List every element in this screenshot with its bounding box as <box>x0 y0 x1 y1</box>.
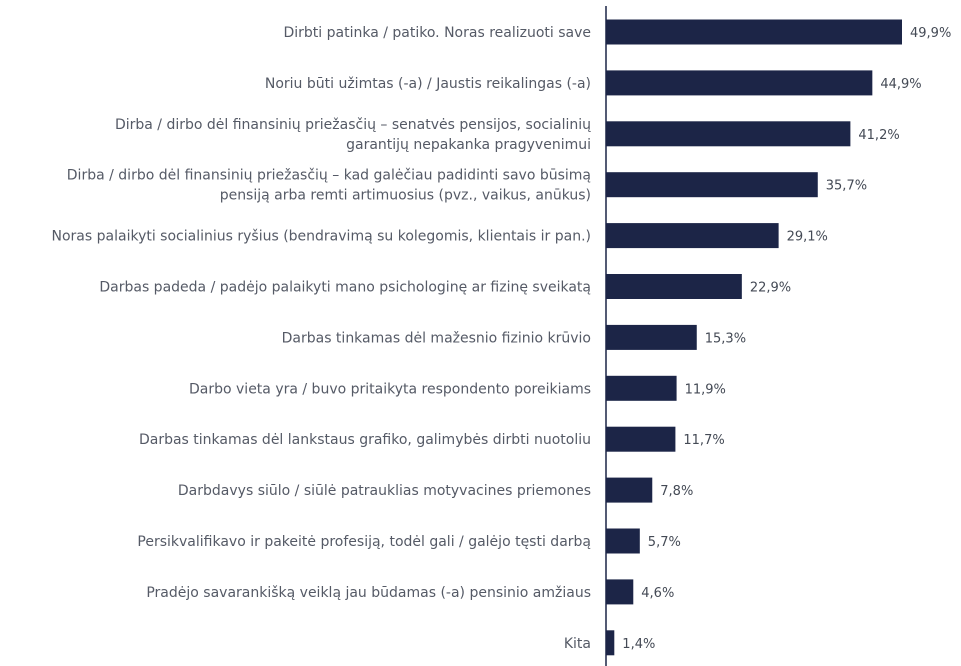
category-label-10: Darbdavys siūlo / siūlė patrauklias moty… <box>178 483 591 499</box>
bar-2 <box>606 70 873 96</box>
category-label-3-line-1: Dirba / dirbo dėl finansinių priežasčių … <box>115 117 591 133</box>
bar-9 <box>606 426 676 452</box>
bar-10 <box>606 477 653 503</box>
bar-12 <box>606 579 634 605</box>
category-label-11: Persikvalifikavo ir pakeitė profesiją, t… <box>137 534 591 550</box>
category-label-8: Darbo vieta yra / buvo pritaikyta respon… <box>189 381 591 397</box>
category-labels: Dirbti patinka / patiko. Noras realizuot… <box>52 25 592 652</box>
value-labels: 49,9% 44,9% 41,2% 35,7% 29,1% 22,9% 15,3% 11,9%… <box>622 26 951 652</box>
category-label-12: Pradėjo savarankišką veiklą jau būdamas … <box>146 585 591 601</box>
value-label-11: 5,7% <box>648 535 681 550</box>
category-label-6: Darbas padeda / padėjo palaikyti mano ps… <box>99 280 591 296</box>
category-label-4-line-1: Dirba / dirbo dėl finansinių priežasčių … <box>67 168 591 184</box>
category-label-9: Darbas tinkamas dėl lankstaus grafiko, g… <box>139 432 591 448</box>
category-label-4-line-2: pensiją arba remti artimuosius (pvz., va… <box>220 188 591 204</box>
category-label-5: Noras palaikyti socialinius ryšius (bend… <box>52 229 591 245</box>
bars <box>606 19 902 656</box>
value-label-1: 49,9% <box>910 26 951 41</box>
bar-11 <box>606 528 640 554</box>
bar-6 <box>606 274 742 299</box>
bar-4 <box>606 172 818 198</box>
bar-5 <box>606 223 779 249</box>
category-label-1: Dirbti patinka / patiko. Noras realizuot… <box>283 25 591 41</box>
value-label-8: 11,9% <box>685 382 726 397</box>
value-label-7: 15,3% <box>705 331 746 346</box>
value-label-2: 44,9% <box>880 77 921 92</box>
value-label-4: 35,7% <box>826 179 867 194</box>
value-label-6: 22,9% <box>750 281 791 296</box>
bar-8 <box>606 375 677 401</box>
value-label-5: 29,1% <box>787 230 828 245</box>
value-label-3: 41,2% <box>858 128 899 143</box>
value-label-10: 7,8% <box>660 484 693 499</box>
value-label-13: 1,4% <box>622 637 655 652</box>
category-label-7: Darbas tinkamas dėl mažesnio fizinio krū… <box>282 330 591 346</box>
value-label-9: 11,7% <box>683 433 724 448</box>
category-label-2: Noriu būti užimtas (-a) / Jaustis reikal… <box>265 76 591 92</box>
bar-1 <box>606 19 902 45</box>
category-label-3-line-2: garantijų nepakanka pragyvenimui <box>346 137 591 153</box>
bar-13 <box>606 630 615 656</box>
value-label-12: 4,6% <box>641 586 674 601</box>
bar-7 <box>606 324 697 350</box>
bar-3 <box>606 121 851 147</box>
category-label-13: Kita <box>564 636 591 652</box>
